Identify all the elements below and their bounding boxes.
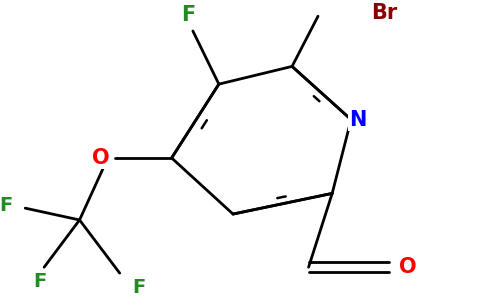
Text: O: O	[399, 257, 417, 277]
Text: N: N	[349, 110, 367, 130]
Text: O: O	[92, 148, 109, 168]
Text: F: F	[0, 196, 13, 215]
Text: F: F	[181, 5, 195, 25]
Text: F: F	[132, 278, 145, 297]
Text: F: F	[33, 272, 46, 292]
Text: Br: Br	[371, 3, 397, 23]
